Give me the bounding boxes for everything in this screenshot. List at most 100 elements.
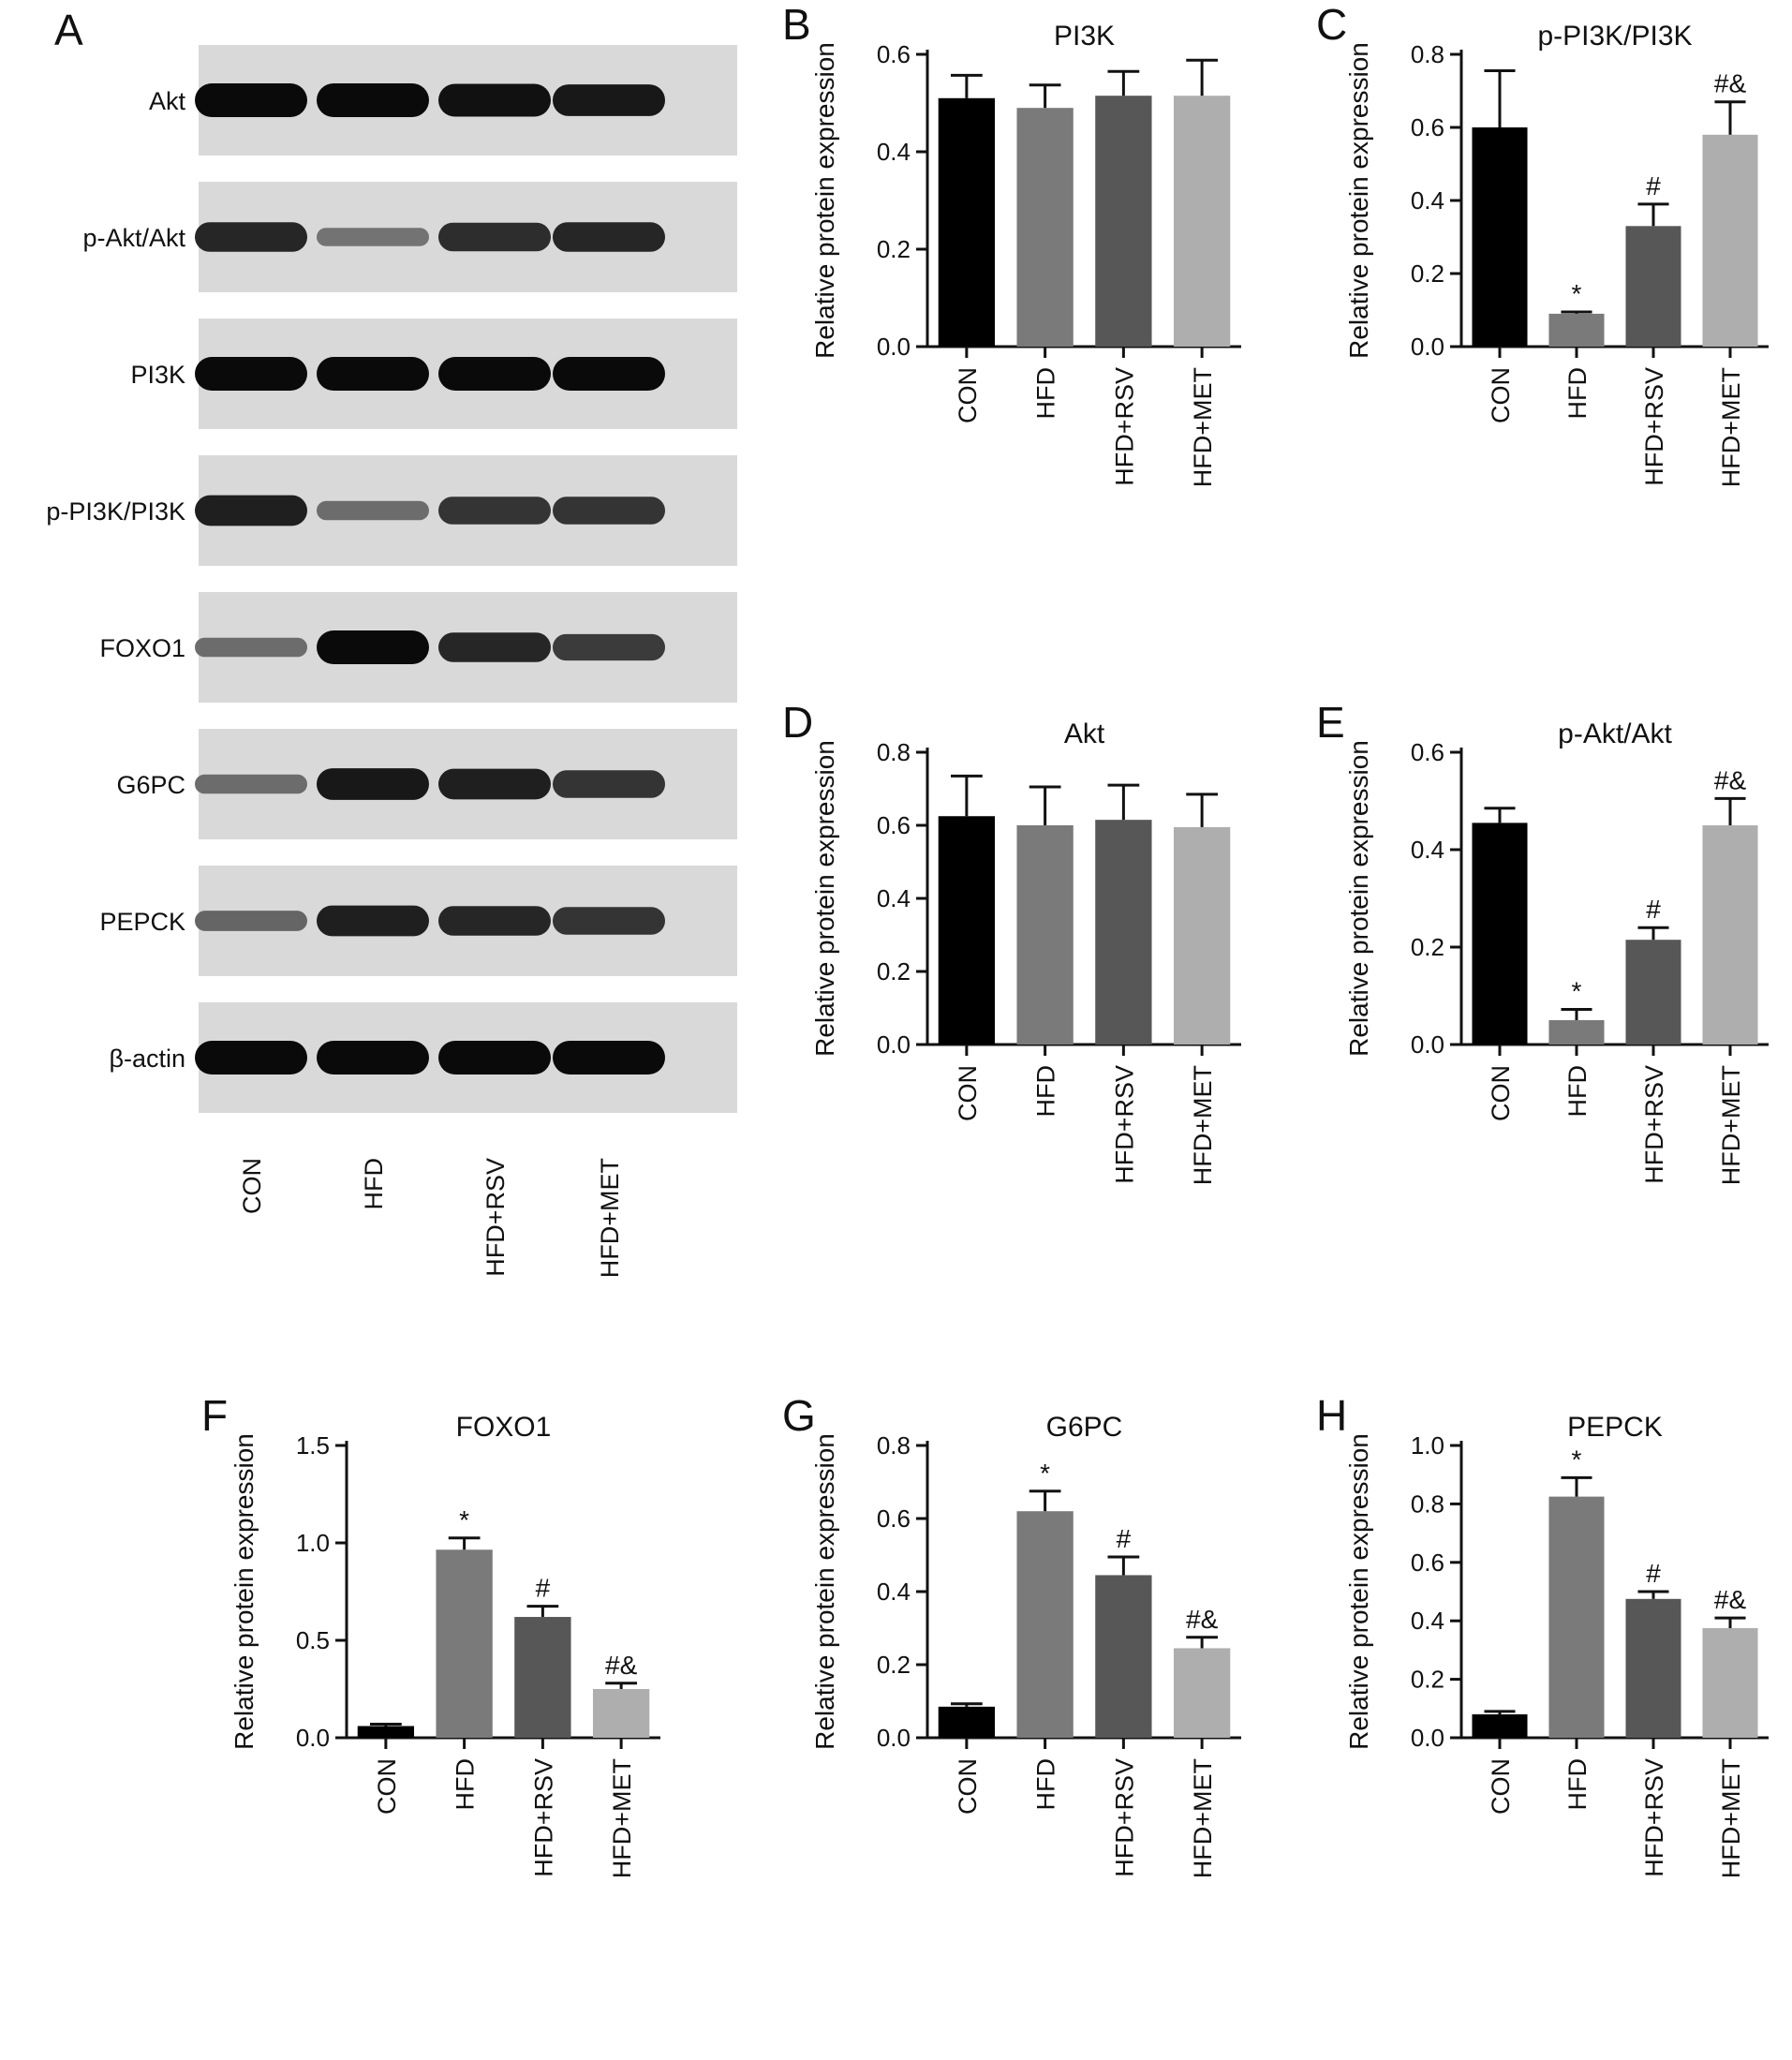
y-axis-label: Relative protein expression [1344, 42, 1373, 359]
y-axis-label: Relative protein expression [1344, 1433, 1373, 1750]
blot-band [317, 768, 429, 800]
bar [436, 1549, 493, 1738]
blot-band [195, 83, 307, 117]
x-category-label: CON [954, 1758, 982, 1815]
blot-lane-label: HFD [360, 1158, 388, 1210]
significance-marker: # [1646, 895, 1661, 924]
bar [1095, 96, 1152, 347]
blot-band [195, 222, 307, 252]
y-tick-label: 0.0 [296, 1724, 330, 1752]
bar [1548, 313, 1605, 347]
panel-letter: E [1316, 698, 1345, 747]
chart-title: Akt [1064, 719, 1105, 749]
panel-letter: C [1316, 0, 1347, 49]
blot-band [438, 768, 551, 800]
y-tick-label: 0.6 [877, 811, 911, 839]
blot-band [317, 1041, 429, 1074]
significance-marker: * [1040, 1459, 1050, 1488]
bar-chart: G G6PC Relative protein expression 0.0 0.2 0.… [782, 1391, 1241, 1878]
significance-marker: # [1646, 171, 1661, 200]
bar [1702, 825, 1758, 1045]
blot-row: PEPCK [99, 866, 737, 976]
panel-letter: H [1316, 1391, 1347, 1440]
bar [357, 1726, 415, 1738]
x-category-label: HFD+RSV [529, 1758, 557, 1877]
blot-row-label: G6PC [116, 771, 185, 799]
x-category-label: HFD [1563, 1065, 1592, 1118]
significance-marker: # [1117, 1524, 1132, 1553]
blot-row-label: PI3K [130, 361, 185, 389]
blot-row: G6PC [116, 729, 737, 839]
bar-chart: B PI3K Relative protein expression 0.0 0.2 0.… [782, 0, 1241, 487]
bar [1625, 940, 1681, 1045]
y-tick-label: 0.6 [1411, 113, 1444, 141]
bar [938, 816, 996, 1045]
panel-letter: A [54, 6, 83, 54]
bar [1173, 96, 1231, 347]
y-tick-label: 0.4 [1411, 186, 1444, 215]
x-category-label: HFD [1032, 1758, 1060, 1811]
panel-letter: G [782, 1391, 816, 1440]
panel-letter: B [782, 0, 811, 49]
bar [1016, 108, 1074, 347]
blot-row: p-Akt/Akt [82, 182, 737, 292]
blot-band [438, 83, 551, 117]
blot-band [317, 500, 429, 521]
blot-row: β-actin [109, 1002, 737, 1113]
bar [1625, 226, 1681, 347]
blot-band [195, 357, 307, 391]
y-tick-label: 0.4 [877, 884, 911, 912]
chart-title: FOXO1 [456, 1412, 552, 1443]
blot-band [317, 630, 429, 664]
bar [938, 97, 996, 348]
x-category-label: HFD [452, 1758, 480, 1811]
bar [592, 1689, 650, 1738]
x-category-label: CON [954, 367, 982, 423]
x-category-label: HFD [1032, 1065, 1060, 1118]
y-tick-label: 0.6 [1411, 738, 1444, 766]
bar [1702, 134, 1758, 347]
x-category-label: CON [1487, 1065, 1515, 1121]
bar-chart: D Akt Relative protein expression 0.0 0.2 0.4… [782, 698, 1241, 1185]
blot-band [317, 357, 429, 391]
bar [1173, 826, 1231, 1045]
y-tick-label: 1.0 [296, 1529, 330, 1557]
x-category-label: HFD+MET [1189, 1758, 1217, 1878]
blot-band [553, 1041, 665, 1074]
blot-band [195, 1041, 307, 1074]
x-category-label: HFD+MET [1717, 1758, 1745, 1878]
bar [1173, 1648, 1231, 1738]
bar [1016, 825, 1074, 1045]
blot-band [195, 911, 307, 931]
x-category-label: HFD [1563, 367, 1592, 420]
blot-row: Akt [149, 45, 737, 156]
blot-row-label: FOXO1 [99, 634, 185, 662]
significance-marker: * [1572, 977, 1582, 1006]
bar [1702, 1628, 1758, 1738]
y-tick-label: 0.2 [1411, 259, 1444, 288]
blot-band [317, 905, 429, 937]
blot-band [195, 495, 307, 526]
blot-band [438, 632, 551, 662]
x-category-label: CON [954, 1065, 982, 1121]
significance-marker: * [1572, 1445, 1582, 1474]
blot-row-label: p-PI3K/PI3K [46, 497, 185, 526]
panel-letter: D [782, 698, 813, 747]
significance-marker: # [1646, 1559, 1661, 1588]
blot-row-label: p-Akt/Akt [82, 224, 185, 252]
blot-band [438, 496, 551, 525]
x-category-label: HFD+MET [608, 1758, 636, 1878]
significance-marker: #& [1186, 1605, 1219, 1634]
y-tick-label: 0.6 [1411, 1549, 1444, 1577]
y-tick-label: 0.0 [1411, 1724, 1444, 1752]
blot-band [195, 774, 307, 794]
blot-lane-label: HFD+RSV [481, 1158, 510, 1277]
chart-title: PI3K [1054, 21, 1115, 52]
x-category-label: HFD+MET [1717, 367, 1745, 487]
chart-title: PEPCK [1567, 1412, 1663, 1443]
blot-band [438, 222, 551, 252]
blot-band [438, 1041, 551, 1074]
bar [1548, 1020, 1605, 1045]
x-category-label: HFD+MET [1189, 367, 1217, 487]
y-axis-label: Relative protein expression [810, 740, 839, 1057]
